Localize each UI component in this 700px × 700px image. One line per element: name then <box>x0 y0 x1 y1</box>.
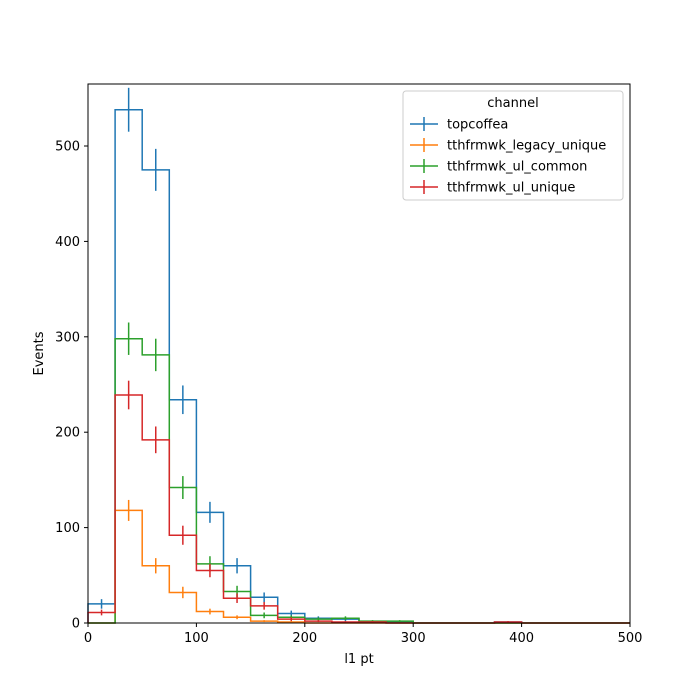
legend-box <box>402 90 624 201</box>
legend-entry: tthfrmwk_legacy_unique <box>410 138 606 154</box>
x-tick-label: 100 <box>184 631 209 646</box>
legend-label: tthfrmwk_ul_unique <box>447 181 575 196</box>
legend-entry: topcoffea <box>410 117 508 133</box>
series-layer <box>87 87 630 624</box>
x-tick-label: 0 <box>84 631 92 646</box>
legend-entries: topcoffea tthfrmwk_legacy_unique tthfrmwk_… <box>410 117 606 196</box>
x-axis: 0 100 200 300 400 500 <box>84 623 643 646</box>
series-tthfrmwk_ul_unique <box>87 380 630 624</box>
y-tick-label: 100 <box>55 521 80 536</box>
x-axis-label: l1 pt <box>344 652 373 667</box>
legend-label: tthfrmwk_legacy_unique <box>447 139 606 154</box>
y-tick-label: 0 <box>72 617 80 632</box>
y-tick-label: 200 <box>55 426 80 441</box>
legend-label: tthfrmwk_ul_common <box>447 160 587 175</box>
x-tick-label: 500 <box>618 631 643 646</box>
legend-entry: tthfrmwk_ul_common <box>410 159 587 175</box>
y-tick-label: 500 <box>55 140 80 155</box>
y-tick-label: 300 <box>55 330 80 345</box>
legend-title: channel <box>487 96 538 111</box>
legend-entry: tthfrmwk_ul_unique <box>410 180 575 196</box>
x-tick-label: 400 <box>509 631 534 646</box>
x-tick-label: 200 <box>292 631 317 646</box>
y-axis-label: Events <box>32 331 47 375</box>
y-tick-label: 400 <box>55 235 80 250</box>
legend-label: topcoffea <box>447 118 508 133</box>
legend: channel topcoffeatthfrmwk_legacy_uniquet… <box>402 90 624 201</box>
x-tick-label: 300 <box>401 631 426 646</box>
y-axis: 0 100 200 300 400 500 <box>55 140 88 632</box>
plot-frame <box>87 83 631 624</box>
